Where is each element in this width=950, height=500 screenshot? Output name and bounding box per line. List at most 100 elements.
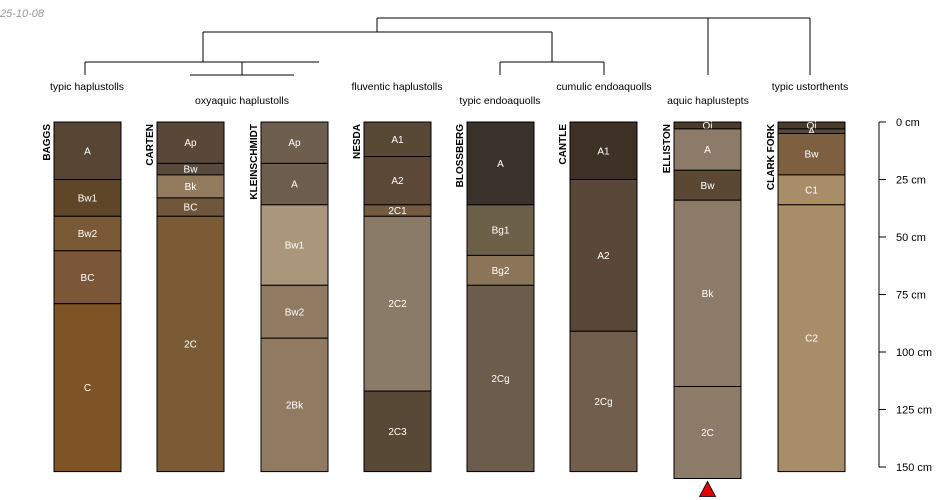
depth-tick-label: 50 cm (896, 232, 926, 244)
horizon-label: A (497, 159, 504, 170)
horizon-label: 2C1 (388, 206, 407, 217)
profile-name-label: CLARK FORK (766, 123, 777, 190)
horizon-label: Bk (702, 289, 715, 300)
horizon-label: Bw (184, 165, 199, 176)
depth-tick-label: 25 cm (896, 175, 926, 187)
horizon-label: Bw2 (285, 307, 305, 318)
horizon-block (363, 121, 432, 157)
profile-name-label: ELLISTON (662, 124, 673, 173)
profile-name-label: BAGGS (42, 124, 53, 161)
horizon-block (53, 250, 122, 305)
horizon-label: A (704, 145, 711, 156)
group-label: typic ustorthents (772, 81, 848, 93)
group-label: aquic haplustepts (667, 95, 749, 107)
group-label: oxyaquic haplustolls (195, 95, 289, 107)
profile-name-label: CARTEN (145, 124, 156, 166)
soil-profile: A Bw1 Bw2 BC C BAGGS (42, 121, 122, 473)
horizon-label: Bw (805, 150, 820, 161)
group-label: typic endoaquolls (459, 95, 540, 107)
horizon-label: A (808, 127, 815, 138)
horizon-label: A (84, 146, 91, 157)
horizon-label: 2C (701, 428, 714, 439)
soil-profile: Oi A Bw Bk 2C ELLISTON (662, 121, 742, 497)
profile-name-label: NESDA (352, 124, 363, 159)
group-label: fluventic haplustolls (351, 81, 442, 93)
horizon-label: BC (184, 203, 198, 214)
horizon-block (53, 121, 122, 180)
horizon-label: A1 (597, 146, 610, 157)
depth-tick-label: 150 cm (896, 462, 932, 474)
horizon-label: Bg1 (492, 226, 510, 237)
profile-name-label: BLOSSBERG (455, 124, 466, 188)
horizon-label: Ap (288, 138, 301, 149)
truncation-marker (698, 480, 717, 497)
depth-tick-label: 75 cm (896, 290, 926, 302)
horizon-block (260, 284, 329, 339)
horizon-block (466, 284, 535, 473)
horizon-block (569, 330, 638, 473)
horizon-block (673, 199, 742, 387)
profile-name-label: CANTLE (558, 124, 569, 165)
horizon-label: 2Cg (594, 397, 612, 408)
horizon-block (673, 169, 742, 201)
horizon-block (673, 128, 742, 171)
horizon-label: Ap (184, 138, 197, 149)
horizon-label: 2C3 (388, 427, 407, 438)
depth-tick-label: 125 cm (896, 405, 932, 417)
horizon-label: 2C (184, 339, 197, 350)
horizon-label: 2Cg (491, 374, 509, 385)
group-label: cumulic endoaquolls (556, 81, 651, 93)
horizon-block (673, 386, 742, 479)
horizon-label: A2 (391, 176, 404, 187)
horizon-block (53, 303, 122, 473)
horizon-block (53, 215, 122, 252)
group-label: typic haplustolls (50, 81, 124, 93)
horizon-block (156, 215, 225, 473)
horizon-label: 2Bk (286, 400, 304, 411)
horizon-block (53, 179, 122, 217)
horizon-block (569, 179, 638, 332)
horizon-block (363, 156, 432, 206)
horizon-label: Bw (701, 181, 716, 192)
horizon-label: C (84, 383, 91, 394)
horizon-block (569, 121, 638, 180)
horizon-block (260, 121, 329, 164)
horizon-label: C1 (805, 185, 818, 196)
horizon-label: A (291, 180, 298, 191)
depth-axis: 0 cm 25 cm 50 cm 75 cm 100 cm 125 cm 150 cm (878, 117, 932, 474)
horizon-label: Oi (807, 121, 817, 132)
horizon-block (777, 133, 846, 176)
profile-name-label: KLEINSCHMIDT (249, 124, 260, 200)
horizon-label: A2 (597, 251, 610, 262)
soil-profile: Ap Bw Bk BC 2C CARTEN (145, 121, 225, 473)
horizon-label: Oi (703, 121, 713, 132)
date-stamp: 25-10-08 (0, 8, 45, 20)
dendrogram (84, 17, 811, 76)
horizon-label: Bw1 (78, 193, 98, 204)
horizon-label: Bw1 (285, 241, 305, 252)
soil-profile: OiA Bw C1 C2 CLARK FORK (766, 121, 846, 473)
horizon-label: Bg2 (492, 266, 510, 277)
depth-tick-label: 0 cm (896, 117, 920, 129)
soil-profile: A Bg1 Bg2 2Cg BLOSSBERG (455, 121, 535, 473)
soil-profile: Ap A Bw1 Bw2 2Bk KLEINSCHMIDT (249, 121, 329, 473)
horizon-label: Bw2 (78, 229, 98, 240)
taxonomic-group-labels: typic haplustolls oxyaquic haplustolls flu… (50, 81, 848, 107)
soil-profile: A1 A2 2Cg CANTLE (558, 121, 638, 473)
horizon-block (363, 390, 432, 473)
horizon-label: Bk (185, 182, 198, 193)
horizon-block (777, 204, 846, 473)
horizon-block (363, 215, 432, 392)
horizon-block (466, 254, 535, 286)
horizon-label: C2 (805, 334, 818, 345)
horizon-label: 2C2 (388, 299, 407, 310)
soil-profile: A1 A2 2C1 2C2 2C3 NESDA (352, 121, 432, 473)
horizon-block (260, 204, 329, 286)
horizon-block (156, 121, 225, 164)
horizon-label: A1 (391, 135, 404, 146)
depth-tick-label: 100 cm (896, 347, 932, 359)
horizon-label: BC (81, 273, 95, 284)
horizon-block (260, 337, 329, 473)
